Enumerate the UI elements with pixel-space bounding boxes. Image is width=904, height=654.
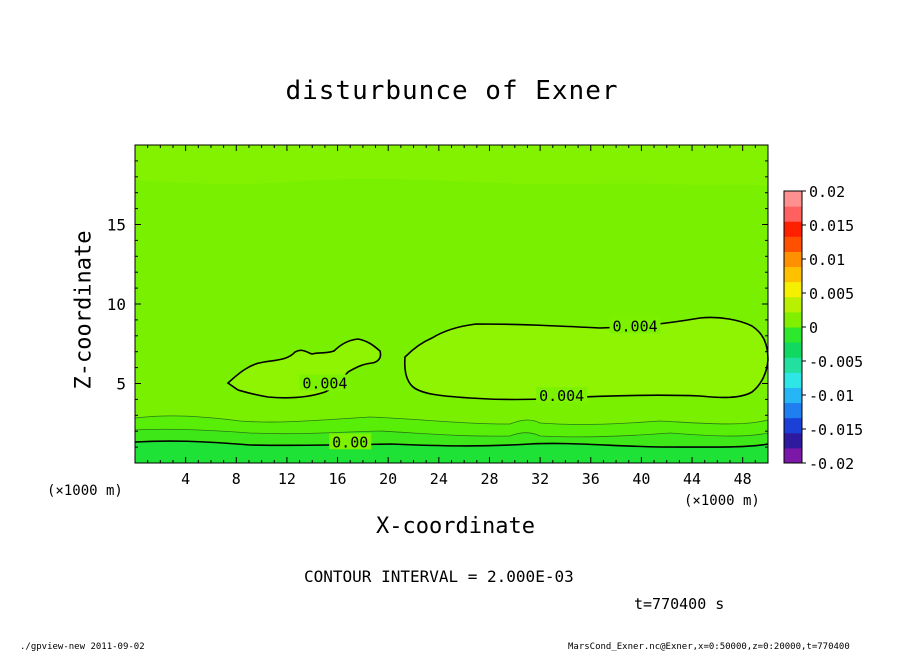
colorbar-segment — [784, 327, 802, 343]
y-tick-label: 5 — [116, 375, 126, 394]
y-axis-label: Z-coordinate — [71, 230, 97, 390]
colorbar-tick-label: 0.01 — [809, 251, 845, 269]
colorbar-segment — [784, 191, 802, 207]
contour-line-zero — [134, 440, 769, 448]
colorbar-segment — [784, 357, 802, 373]
colorbar-tick-label: 0.02 — [809, 183, 845, 201]
x-tick-label: 24 — [430, 470, 448, 488]
x-axis-label: X-coordinate — [376, 514, 535, 539]
contour-label-bg — [536, 387, 588, 404]
contour-label: 0.00 — [332, 433, 368, 451]
x-tick-label: 4 — [181, 470, 190, 488]
contour-label-bg — [299, 374, 351, 391]
x-tick-label: 48 — [734, 470, 752, 488]
x-tick-label: 36 — [582, 470, 600, 488]
colorbar-segment — [784, 266, 802, 283]
colorbar-tick-label: -0.02 — [809, 455, 854, 473]
y-tick-label: 10 — [107, 295, 126, 314]
colorbar-segment — [784, 251, 802, 268]
contour-label: 0.004 — [612, 317, 657, 335]
x-axis: 4 8 12 16 20 24 28 32 36 40 44 48 — [147, 145, 756, 488]
contour-labels: 0.004 0.004 0.004 0.00 — [299, 317, 661, 451]
x-tick-label: 40 — [632, 470, 650, 488]
colorbar-segment — [784, 387, 802, 404]
x-tick-label: 8 — [232, 470, 241, 488]
colorbar-tick-label: 0.015 — [809, 217, 854, 235]
contour-interval-label: CONTOUR INTERVAL = 2.000E-03 — [304, 567, 574, 586]
chart-title: disturbunce of Exner — [285, 76, 619, 106]
x-tick-label: 20 — [379, 470, 397, 488]
contour-label: 0.004 — [302, 375, 347, 393]
x-tick-label: 12 — [278, 470, 296, 488]
plot-area: 0.004 0.004 0.004 0.00 — [134, 144, 769, 464]
colorbar: 0.02 0.015 0.01 0.005 0 -0.005 -0.01 -0.015 -0.0… — [783, 183, 863, 473]
x-tick-label: 16 — [329, 470, 347, 488]
colorbar-segment — [784, 447, 802, 464]
region-left — [228, 339, 381, 398]
colorbar-segment — [784, 372, 802, 388]
y-axis: 5 10 15 — [107, 160, 768, 448]
region-right — [404, 317, 768, 400]
time-label: t=770400 s — [634, 595, 725, 613]
colorbar-segment — [784, 342, 802, 358]
colorbar-segment — [784, 206, 802, 222]
colorbar-segment — [784, 402, 802, 419]
colorbar-segment — [784, 281, 802, 298]
y-tick-label: 15 — [107, 216, 126, 235]
colorbar-tick-label: -0.005 — [809, 353, 863, 371]
colorbar-segment — [784, 432, 802, 449]
x-unit-label-right: (×1000 m) — [684, 493, 760, 509]
field-background — [135, 145, 768, 463]
contour-label: 0.004 — [539, 387, 584, 405]
footer-left: ./gpview-new 2011-09-02 — [20, 642, 145, 652]
field-band-3 — [135, 441, 768, 463]
colorbar-segment — [784, 221, 802, 237]
footer-right: MarsCond_Exner.nc@Exner,x=0:50000,z=0:20… — [568, 642, 850, 652]
x-tick-label: 44 — [683, 470, 701, 488]
contour-label-bg — [609, 317, 661, 334]
colorbar-tick-label: -0.01 — [809, 387, 854, 405]
x-unit-label-left: (×1000 m) — [47, 483, 123, 499]
colorbar-tick-label: -0.015 — [809, 421, 863, 439]
colorbar-tick-label: 0 — [809, 319, 818, 337]
colorbar-segment — [784, 311, 802, 328]
field-upper-band — [135, 145, 768, 186]
x-tick-label: 32 — [531, 470, 549, 488]
x-tick-label: 28 — [480, 470, 498, 488]
colorbar-tick-label: 0.005 — [809, 285, 854, 303]
colorbar-segment — [784, 417, 802, 434]
contour-label-bg — [329, 433, 372, 450]
contour-line-minor-2 — [134, 428, 769, 438]
contour-line-left — [226, 338, 382, 399]
colorbar-segment — [784, 236, 802, 252]
colorbar-segment — [784, 296, 802, 313]
contour-line-minor-1 — [134, 415, 769, 425]
